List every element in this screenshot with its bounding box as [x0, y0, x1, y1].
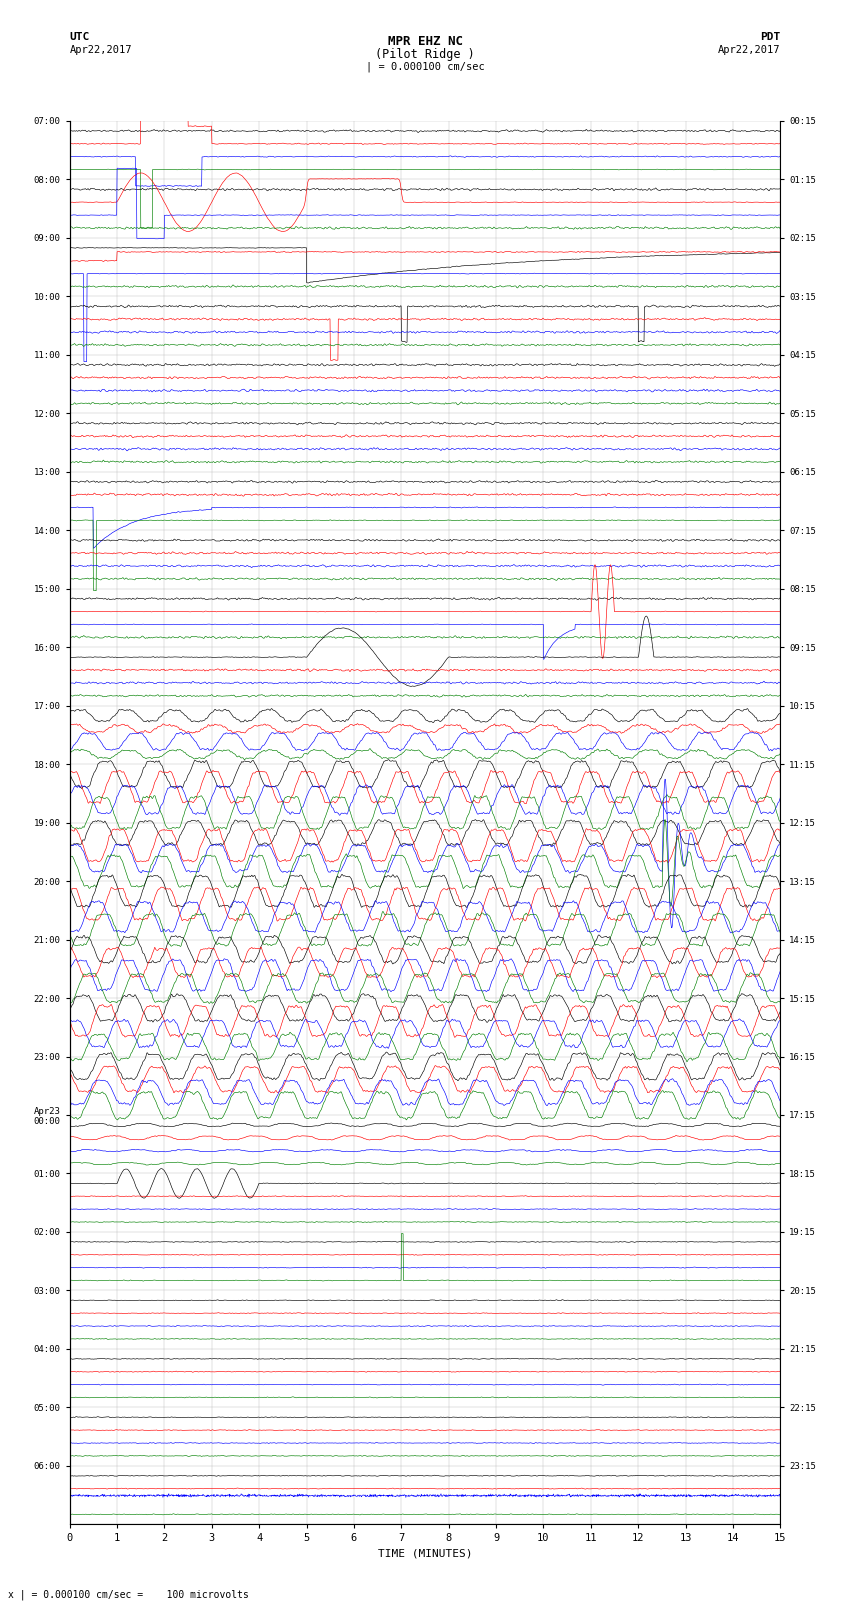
Text: MPR EHZ NC: MPR EHZ NC	[388, 35, 462, 48]
Text: (Pilot Ridge ): (Pilot Ridge )	[375, 48, 475, 61]
X-axis label: TIME (MINUTES): TIME (MINUTES)	[377, 1548, 473, 1558]
Text: Apr22,2017: Apr22,2017	[70, 45, 133, 55]
Text: UTC: UTC	[70, 32, 90, 42]
Text: x | = 0.000100 cm/sec =    100 microvolts: x | = 0.000100 cm/sec = 100 microvolts	[8, 1589, 249, 1600]
Text: Apr22,2017: Apr22,2017	[717, 45, 780, 55]
Text: | = 0.000100 cm/sec: | = 0.000100 cm/sec	[366, 61, 484, 73]
Text: PDT: PDT	[760, 32, 780, 42]
